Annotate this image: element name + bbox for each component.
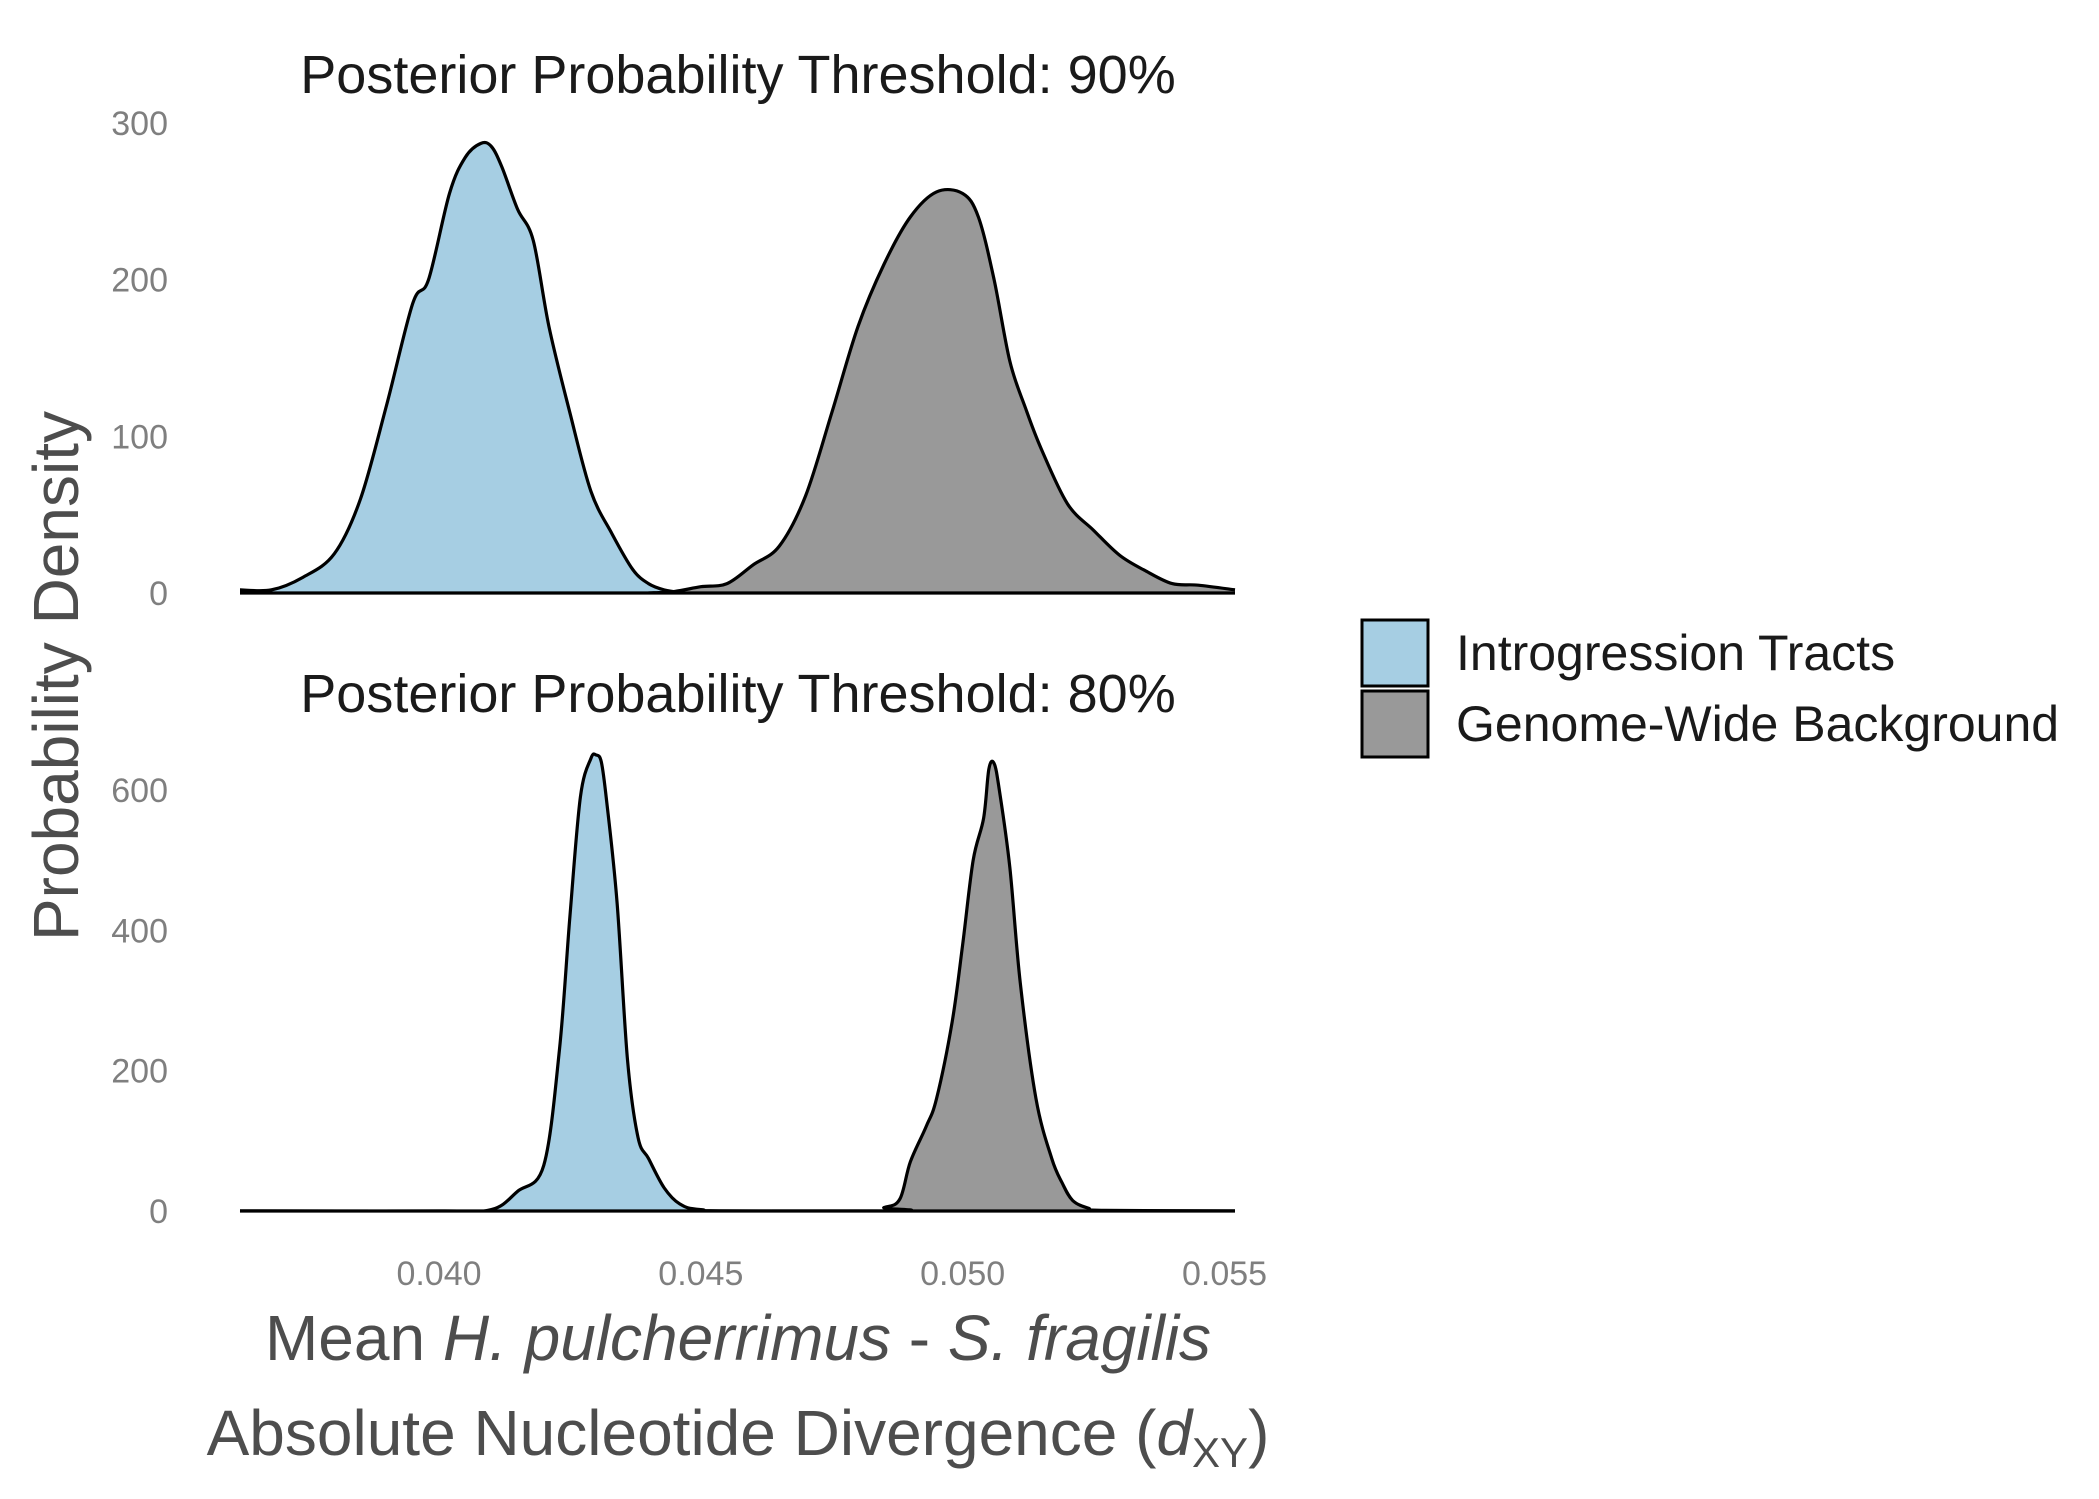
x-title-separator: - <box>891 1302 948 1374</box>
legend-label-background: Genome-Wide Background <box>1456 696 2059 752</box>
x-title-prefix: Mean <box>265 1302 443 1374</box>
x-axis-title-line2: Absolute Nucleotide Divergence (dXY) <box>207 1397 1270 1476</box>
y-tick-label: 100 <box>111 418 168 456</box>
x-title-line2-prefix: Absolute Nucleotide Divergence ( <box>207 1397 1157 1469</box>
x-tick-label: 0.050 <box>920 1255 1005 1293</box>
panel-title-80: Posterior Probability Threshold: 80% <box>300 664 1175 724</box>
x-axis-title-line1: Mean H. pulcherrimus - S. fragilis <box>265 1302 1211 1374</box>
x-tick-label: 0.040 <box>396 1255 481 1293</box>
y-tick-label: 400 <box>111 912 168 950</box>
y-axis-title: Probability Density <box>20 411 92 941</box>
legend-label-introgression: Introgression Tracts <box>1456 625 1895 681</box>
x-title-species1: H. pulcherrimus <box>443 1302 891 1374</box>
legend-swatch-background <box>1360 689 1430 759</box>
legend-swatch-introgression <box>1360 618 1430 688</box>
x-title-line2-suffix: ) <box>1248 1397 1269 1469</box>
legend: Introgression Tracts Genome-Wide Backgro… <box>1360 618 2059 759</box>
density-line-background <box>239 759 1236 1213</box>
density-area-background <box>648 189 1235 593</box>
y-tick-label: 300 <box>111 105 168 143</box>
x-axis-ticks: 0.040 0.045 0.050 0.055 <box>396 1255 1267 1293</box>
density-line-background <box>648 188 1236 595</box>
y-tick-label: 0 <box>149 575 168 613</box>
y-tick-label: 200 <box>111 262 168 300</box>
density-area-background <box>240 761 1235 1212</box>
panel-80: 0 200 400 600 <box>111 752 1236 1231</box>
x-title-symbol: d <box>1156 1397 1194 1469</box>
panel-90: 0 100 200 300 <box>111 105 1236 613</box>
x-tick-label: 0.045 <box>658 1255 743 1293</box>
y-tick-label: 200 <box>111 1053 168 1091</box>
density-area-introgression <box>240 753 1235 1212</box>
density-line-introgression <box>239 752 1236 1213</box>
x-title-subscript: XY <box>1192 1429 1248 1476</box>
density-area-introgression <box>240 142 780 594</box>
x-tick-label: 0.055 <box>1182 1255 1267 1293</box>
y-tick-label: 0 <box>149 1193 168 1231</box>
panel-title-90: Posterior Probability Threshold: 90% <box>300 45 1175 105</box>
y-tick-label: 600 <box>111 772 168 810</box>
x-title-species2: S. fragilis <box>948 1302 1211 1374</box>
